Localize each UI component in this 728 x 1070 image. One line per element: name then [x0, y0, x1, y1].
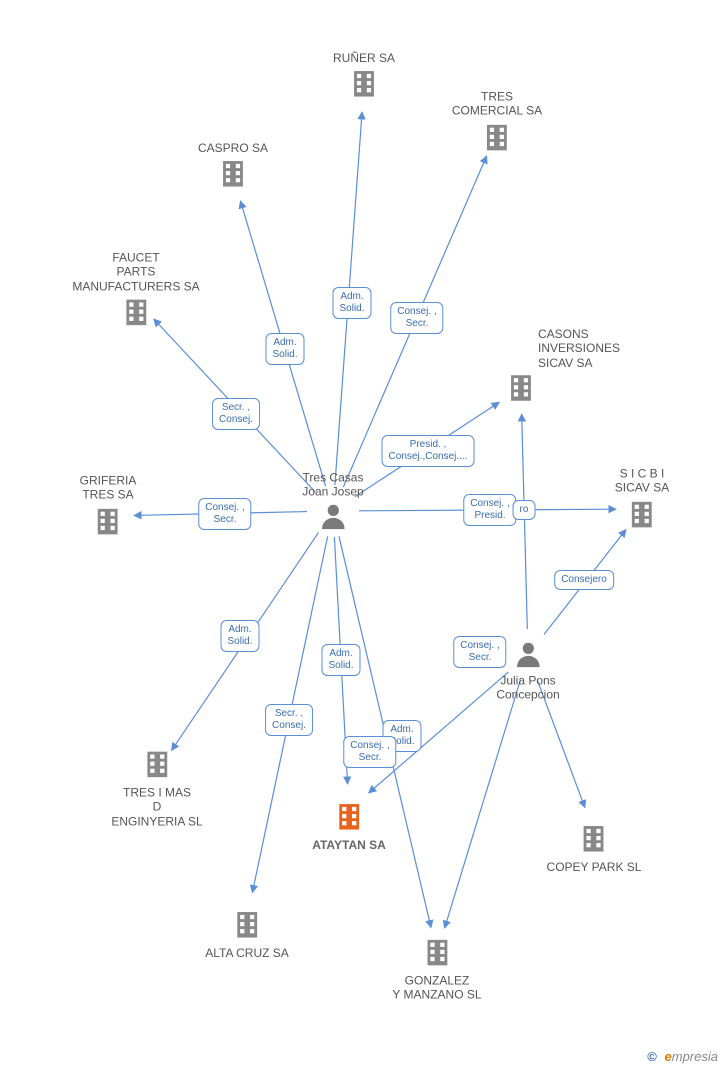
edge-label: Consej. , Secr. [390, 302, 443, 334]
edge-label: ro [513, 500, 536, 520]
edge-label: Consej. , Secr. [198, 498, 251, 530]
edge-label: Consej. , Presid. [463, 494, 516, 526]
edge-label: Secr. , Consej. [265, 704, 313, 736]
edge-label: Adm. Solid. [220, 620, 259, 652]
edge-label: Adm. Solid. [332, 287, 371, 319]
edge-label: Consej. , Secr. [453, 636, 506, 668]
edge [522, 414, 528, 629]
edge-label: Presid. , Consej.,Consej.... [382, 435, 475, 467]
edge-label: Consej. , Secr. [343, 736, 396, 768]
edge-label: Adm. Solid. [321, 644, 360, 676]
brand-rest: mpresia [672, 1049, 718, 1064]
edge-label: Adm. Solid. [265, 333, 304, 365]
edge-label: Secr. , Consej. [212, 398, 260, 430]
network-canvas [0, 0, 728, 1070]
copyright-symbol: © [647, 1049, 657, 1064]
footer: © empresia [647, 1049, 718, 1064]
edge-label: Consejero [554, 570, 614, 590]
edge [537, 679, 585, 807]
brand-first-letter: e [665, 1049, 672, 1064]
